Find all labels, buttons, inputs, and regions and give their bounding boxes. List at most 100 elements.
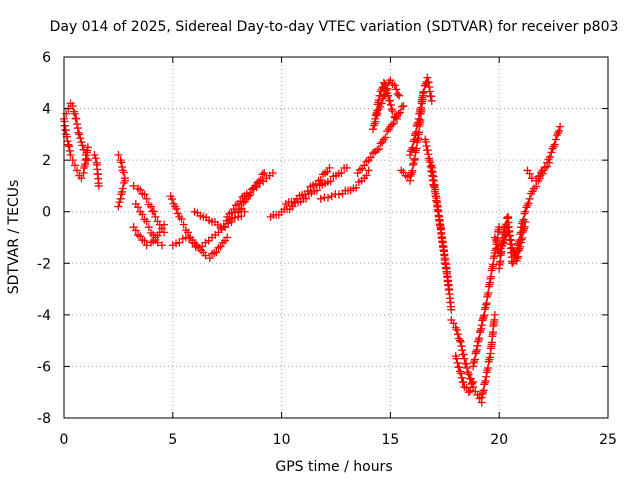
y-tick-label: 2 <box>42 153 51 169</box>
grid-layer <box>64 57 608 418</box>
data-point <box>144 223 153 232</box>
data-point <box>385 96 394 105</box>
data-point <box>91 154 100 163</box>
data-point <box>449 319 458 328</box>
data-point <box>66 150 75 159</box>
data-point <box>500 224 509 233</box>
axis-ticks: 0 5 10 15 20 25 -8 -6 -4 -2 0 2 4 6 <box>37 50 617 448</box>
data-point <box>177 214 186 223</box>
data-point <box>173 209 182 218</box>
data-point <box>459 350 468 359</box>
data-point <box>393 90 402 99</box>
data-point <box>131 226 140 235</box>
data-point <box>519 215 528 224</box>
data-point <box>369 121 378 130</box>
data-point <box>79 145 88 154</box>
y-tick-label: 4 <box>42 102 51 118</box>
x-tick-label: 15 <box>381 432 399 448</box>
data-point <box>381 133 390 142</box>
data-point <box>386 100 395 109</box>
data-point <box>316 194 325 203</box>
data-point <box>491 235 500 244</box>
data-point <box>326 177 335 186</box>
y-tick-label: 0 <box>42 205 51 221</box>
data-point <box>456 367 465 376</box>
data-point <box>545 153 554 162</box>
data-point <box>140 236 149 245</box>
data-point <box>237 204 246 213</box>
data-point <box>379 78 388 87</box>
data-point <box>114 202 123 211</box>
data-point <box>537 168 546 177</box>
data-point <box>72 114 81 123</box>
data-point <box>366 153 375 162</box>
data-point <box>456 336 465 345</box>
y-tick-label: 6 <box>42 50 51 66</box>
data-point <box>457 373 466 382</box>
data-point <box>384 91 393 100</box>
plot-frame <box>63 56 609 419</box>
x-tick-label: 5 <box>168 432 177 448</box>
data-point <box>409 137 418 146</box>
data-point <box>114 150 123 159</box>
data-point <box>142 217 151 226</box>
data-point <box>334 190 343 199</box>
data-point <box>520 209 529 218</box>
data-point <box>387 105 396 114</box>
data-point <box>525 194 534 203</box>
data-point <box>74 128 83 137</box>
data-point <box>362 171 371 180</box>
data-point <box>236 197 245 206</box>
data-point <box>260 169 269 178</box>
y-tick-label: -8 <box>37 411 51 427</box>
data-point <box>133 203 142 212</box>
data-point <box>118 163 127 172</box>
data-point <box>76 134 85 143</box>
x-tick-label: 10 <box>273 432 291 448</box>
data-point <box>521 207 530 216</box>
data-point <box>149 230 158 239</box>
data-point <box>63 137 72 146</box>
data-point <box>118 187 127 196</box>
data-point <box>551 135 560 144</box>
data-point <box>555 127 564 136</box>
data-point <box>73 166 82 175</box>
data-point <box>179 220 188 229</box>
data-point <box>490 310 499 319</box>
data-point <box>184 228 193 237</box>
data-point <box>68 156 77 165</box>
data-point <box>65 142 74 151</box>
data-point <box>94 181 103 190</box>
data-point <box>268 169 277 178</box>
data-point <box>185 234 194 243</box>
data-point <box>188 238 197 247</box>
data-point <box>550 140 559 149</box>
data-point <box>447 305 456 314</box>
data-point <box>469 377 478 386</box>
data-point <box>399 101 408 110</box>
data-point <box>70 161 79 170</box>
data-point <box>337 168 346 177</box>
data-point <box>499 228 508 237</box>
data-point <box>547 148 556 157</box>
data-point <box>246 188 255 197</box>
data-point <box>452 354 461 363</box>
data-point <box>427 96 436 105</box>
data-point <box>118 184 127 193</box>
data-point <box>453 358 462 367</box>
x-axis-label: GPS time / hours <box>275 459 392 475</box>
data-point <box>527 174 536 183</box>
data-point <box>78 141 87 150</box>
data-point <box>65 146 74 155</box>
data-point <box>258 170 267 179</box>
data-point <box>525 169 534 178</box>
data-point <box>327 192 336 201</box>
data-point <box>172 204 181 213</box>
y-tick-label: -4 <box>37 308 51 324</box>
data-point <box>556 122 565 131</box>
data-point <box>538 169 547 178</box>
data-points <box>60 73 565 407</box>
data-point <box>325 163 334 172</box>
data-point <box>406 147 415 156</box>
